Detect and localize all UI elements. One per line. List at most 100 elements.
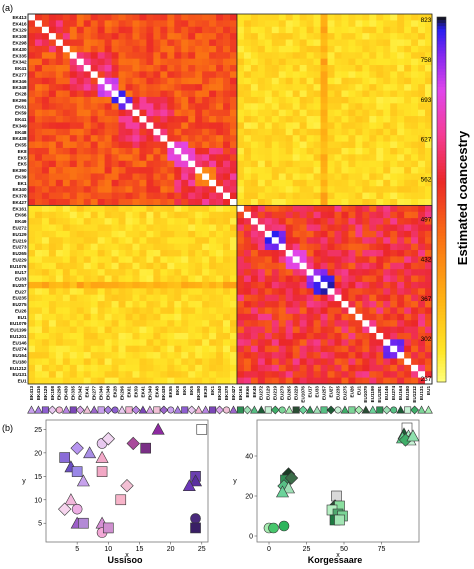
- heatmap-cell: [174, 275, 182, 283]
- heatmap-cell: [320, 141, 328, 149]
- heatmap-cell: [132, 122, 140, 130]
- heatmap-cell: [97, 358, 105, 366]
- heatmap-cell: [236, 313, 245, 321]
- heatmap-cell: [62, 20, 71, 28]
- heatmap-cell: [34, 364, 43, 372]
- heatmap-cell: [369, 20, 377, 28]
- heatmap-cell: [41, 250, 50, 257]
- heatmap-cell: [160, 160, 168, 168]
- heatmap-cell: [174, 288, 182, 296]
- heatmap-cell: [369, 141, 377, 149]
- heatmap-cell: [139, 14, 147, 21]
- heatmap-cell: [209, 269, 217, 276]
- heatmap-cell: [90, 71, 99, 79]
- y-axis-label: y: [233, 478, 237, 485]
- heatmap-cell: [28, 14, 36, 21]
- heatmap-cell: [313, 71, 321, 79]
- heatmap-cell: [83, 128, 92, 136]
- heatmap-cell: [334, 96, 342, 104]
- heatmap-cell: [90, 90, 99, 98]
- heatmap-cell: [264, 84, 273, 91]
- heatmap-cell: [383, 154, 391, 162]
- heatmap-cell: [243, 377, 252, 385]
- heatmap-cell: [195, 288, 203, 296]
- heatmap-cell: [376, 52, 384, 60]
- heatmap-cell: [28, 275, 36, 283]
- colorbar-swatch: [437, 339, 446, 343]
- heatmap-cell: [146, 269, 154, 276]
- column-symbol: [145, 405, 155, 414]
- heatmap-cell: [188, 90, 196, 98]
- heatmap-cell: [383, 281, 391, 289]
- colorbar-swatch: [437, 299, 446, 304]
- heatmap-cell: [90, 141, 99, 149]
- heatmap-cell: [278, 192, 287, 200]
- column-label: EU273: [280, 386, 285, 400]
- heatmap-cell: [174, 160, 182, 168]
- heatmap-cell: [327, 122, 335, 130]
- heatmap-cell: [264, 301, 273, 308]
- heatmap-cell: [125, 313, 133, 321]
- heatmap-cell: [271, 358, 280, 366]
- heatmap-cell: [278, 90, 287, 98]
- heatmap-cell: [404, 77, 412, 85]
- heatmap-cell: [236, 179, 245, 187]
- heatmap-cell: [181, 345, 189, 353]
- colorbar-swatch: [437, 59, 446, 64]
- heatmap-cell: [299, 371, 307, 378]
- heatmap-cell: [139, 294, 147, 302]
- heatmap-cell: [132, 128, 140, 136]
- heatmap-cell: [334, 14, 342, 21]
- heatmap-cell: [76, 262, 85, 270]
- heatmap-cell: [376, 116, 384, 123]
- colorbar-swatch: [437, 17, 446, 21]
- heatmap-cell: [320, 307, 328, 315]
- heatmap-cell: [327, 345, 335, 353]
- heatmap-cell: [327, 275, 335, 283]
- heatmap-cell: [125, 281, 133, 289]
- heatmap-cell: [390, 281, 398, 289]
- heatmap-cell: [355, 294, 363, 302]
- heatmap-cell: [257, 275, 266, 283]
- heatmap-cell: [264, 103, 273, 111]
- heatmap-cell: [306, 58, 314, 66]
- heatmap-cell: [306, 186, 314, 193]
- heatmap-cell: [48, 218, 57, 225]
- heatmap-cell: [341, 224, 349, 232]
- heatmap-cell: [41, 275, 50, 283]
- heatmap-cell: [223, 224, 231, 232]
- heatmap-cell: [299, 269, 307, 276]
- heatmap-cell: [313, 116, 321, 123]
- heatmap-cell: [418, 307, 426, 315]
- heatmap-cell: [202, 275, 210, 283]
- heatmap-cell: [223, 205, 231, 213]
- heatmap-cell: [111, 301, 119, 308]
- heatmap-cell: [118, 147, 126, 155]
- heatmap-cell: [160, 218, 168, 225]
- heatmap-cell: [243, 250, 252, 257]
- heatmap-cell: [69, 77, 78, 85]
- heatmap-cell: [404, 352, 412, 359]
- panel-a-label: (a): [2, 3, 13, 13]
- heatmap-cell: [41, 358, 50, 366]
- row-label: EU164: [12, 353, 26, 358]
- scatter-korgessaare-title: Korgessaare: [308, 555, 363, 565]
- heatmap-cell: [104, 96, 112, 104]
- heatmap-cell: [257, 339, 266, 347]
- heatmap-cell: [153, 237, 161, 245]
- heatmap-cell: [167, 358, 175, 366]
- heatmap-cell: [104, 84, 112, 91]
- heatmap-cell: [55, 173, 64, 181]
- heatmap-cell: [236, 326, 245, 334]
- heatmap-cell: [104, 26, 112, 34]
- heatmap-cell: [383, 377, 391, 385]
- heatmap-cell: [139, 45, 147, 53]
- heatmap-cell: [28, 345, 36, 353]
- heatmap-cell: [223, 250, 231, 257]
- heatmap-cell: [313, 332, 321, 340]
- heatmap-cell: [278, 307, 287, 315]
- colorbar-swatch: [437, 38, 446, 42]
- heatmap-cell: [285, 332, 294, 340]
- heatmap-cell: [188, 358, 196, 366]
- heatmap-cell: [348, 250, 356, 257]
